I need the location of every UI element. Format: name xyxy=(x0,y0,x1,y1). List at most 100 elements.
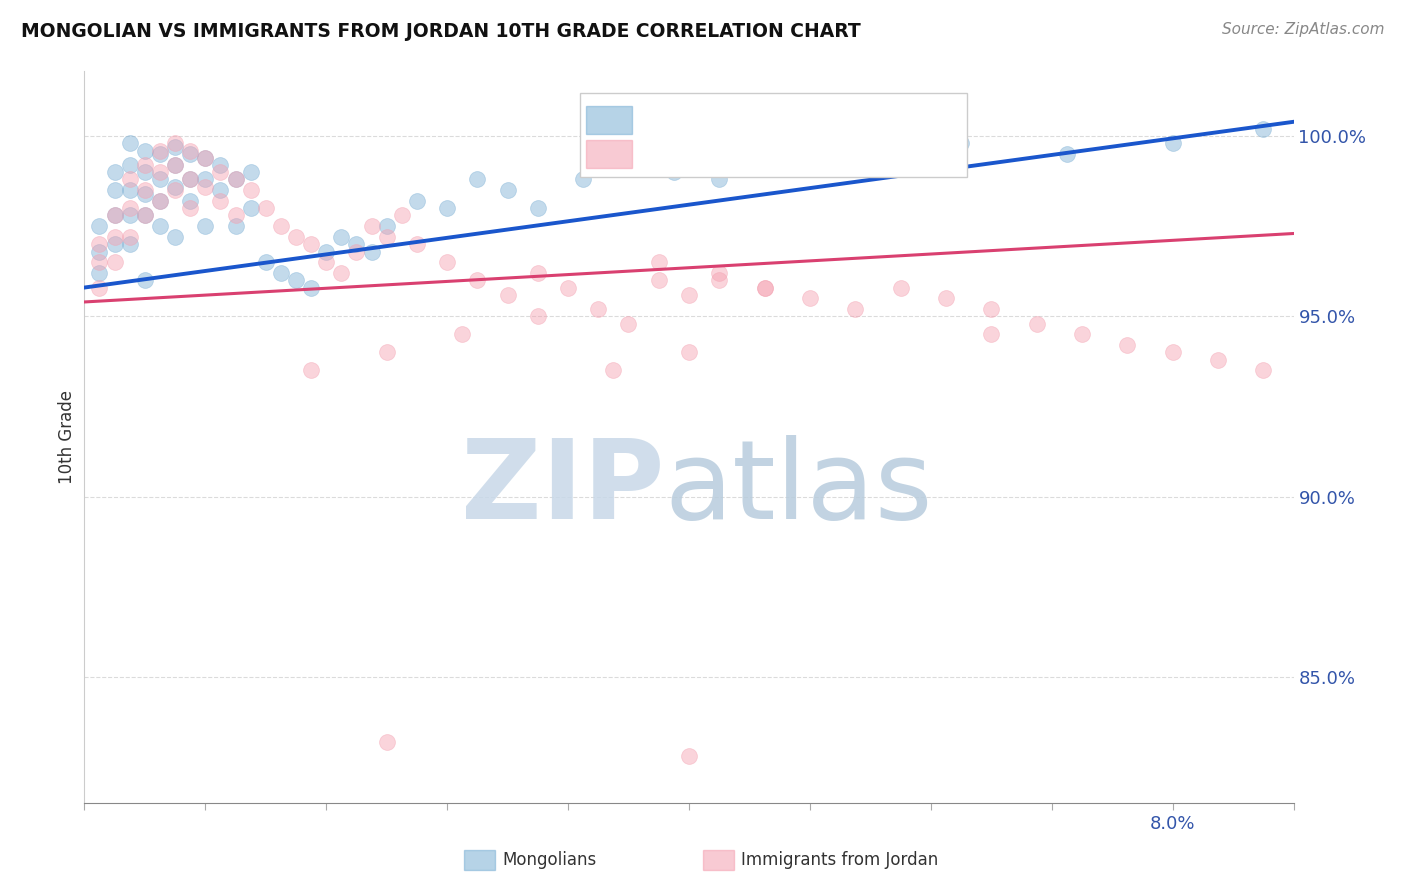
Point xyxy=(496,287,519,301)
Point xyxy=(648,273,671,287)
Point xyxy=(527,266,550,280)
Text: Immigrants from Jordan: Immigrants from Jordan xyxy=(741,851,938,869)
Point xyxy=(285,230,308,244)
Point xyxy=(134,209,156,223)
Point xyxy=(602,363,624,377)
Point xyxy=(299,280,322,294)
Point xyxy=(648,255,671,269)
Point xyxy=(165,136,187,151)
Point xyxy=(118,183,141,197)
Point xyxy=(104,255,127,269)
Point xyxy=(890,280,912,294)
Point xyxy=(270,219,292,234)
Point xyxy=(149,194,172,208)
Point xyxy=(1161,345,1184,359)
Point xyxy=(270,266,292,280)
Point xyxy=(1025,317,1047,331)
Point xyxy=(1116,338,1139,352)
Point xyxy=(709,172,731,186)
Point xyxy=(769,158,792,172)
Point xyxy=(1056,147,1078,161)
Point xyxy=(165,158,187,172)
Point xyxy=(194,219,217,234)
Point xyxy=(467,273,489,287)
Point xyxy=(89,280,111,294)
Point xyxy=(194,172,217,186)
Point xyxy=(104,237,127,252)
Point xyxy=(254,201,277,215)
Text: R = 0.360: R = 0.360 xyxy=(647,110,741,129)
Point xyxy=(225,172,247,186)
Point xyxy=(330,230,353,244)
Point xyxy=(134,158,156,172)
Point xyxy=(165,230,187,244)
Text: Source: ZipAtlas.com: Source: ZipAtlas.com xyxy=(1222,22,1385,37)
Bar xyxy=(586,140,633,168)
Point xyxy=(118,237,141,252)
Point xyxy=(118,201,141,215)
Point xyxy=(557,280,579,294)
Point xyxy=(165,158,187,172)
Point xyxy=(194,151,217,165)
Point xyxy=(89,219,111,234)
Point xyxy=(360,244,382,259)
Point xyxy=(254,255,277,269)
Point xyxy=(118,136,141,151)
Point xyxy=(89,237,111,252)
Point xyxy=(194,179,217,194)
Point xyxy=(179,144,201,158)
Point xyxy=(239,165,262,179)
Point xyxy=(1206,352,1229,367)
Point xyxy=(118,230,141,244)
Point xyxy=(527,310,550,324)
Point xyxy=(89,244,111,259)
Point xyxy=(406,237,429,252)
Point xyxy=(209,183,232,197)
Point xyxy=(496,183,519,197)
Point xyxy=(149,147,172,161)
Text: N = 71: N = 71 xyxy=(810,145,880,163)
Point xyxy=(346,237,368,252)
Point xyxy=(149,194,172,208)
Point xyxy=(360,219,382,234)
Point xyxy=(391,209,413,223)
Point xyxy=(179,172,201,186)
Point xyxy=(165,179,187,194)
Point xyxy=(209,158,232,172)
FancyBboxPatch shape xyxy=(581,94,967,178)
Point xyxy=(299,363,322,377)
Point xyxy=(225,219,247,234)
Point xyxy=(709,273,731,287)
Point xyxy=(134,183,156,197)
Point xyxy=(859,144,882,158)
Point xyxy=(467,172,489,186)
Y-axis label: 10th Grade: 10th Grade xyxy=(58,390,76,484)
Text: MONGOLIAN VS IMMIGRANTS FROM JORDAN 10TH GRADE CORRELATION CHART: MONGOLIAN VS IMMIGRANTS FROM JORDAN 10TH… xyxy=(21,22,860,41)
Point xyxy=(134,186,156,201)
Point xyxy=(239,183,262,197)
Point xyxy=(149,172,172,186)
Point xyxy=(89,255,111,269)
Point xyxy=(194,151,217,165)
Point xyxy=(209,165,232,179)
Point xyxy=(134,165,156,179)
Point xyxy=(179,201,201,215)
Point xyxy=(451,327,474,342)
Point xyxy=(617,158,640,172)
Point xyxy=(617,317,640,331)
Text: R =  0.115: R = 0.115 xyxy=(647,145,747,163)
Text: Mongolians: Mongolians xyxy=(502,851,596,869)
Point xyxy=(678,345,700,359)
Point xyxy=(315,255,337,269)
Point xyxy=(436,255,458,269)
Point xyxy=(754,280,776,294)
Point xyxy=(165,183,187,197)
Point xyxy=(285,273,308,287)
Point xyxy=(134,144,156,158)
Point xyxy=(134,209,156,223)
Point xyxy=(1071,327,1094,342)
Point xyxy=(375,219,398,234)
Point xyxy=(330,266,353,280)
Point xyxy=(754,280,776,294)
Text: ZIP: ZIP xyxy=(461,434,665,541)
